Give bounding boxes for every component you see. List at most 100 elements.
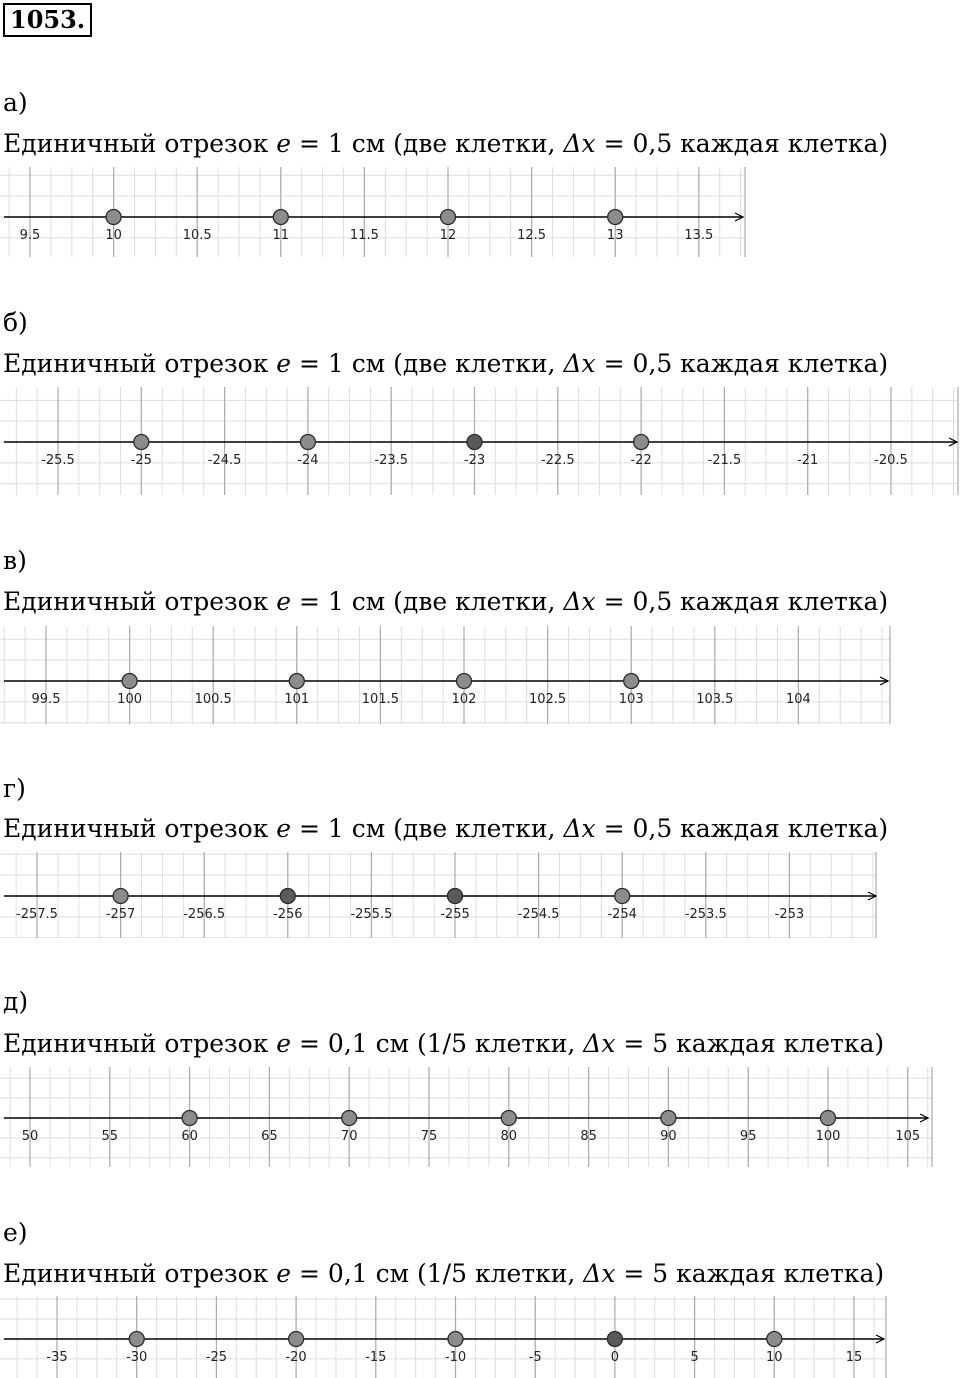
tick-label: 101 — [284, 692, 309, 707]
tick-label: -255 — [440, 907, 470, 922]
delta-x-symbol: Δx — [563, 349, 596, 378]
axis-arrow — [948, 437, 959, 447]
unit-symbol: e — [276, 129, 292, 158]
unit-segment-description: Единичный отрезок e = 1 см (две клетки, … — [3, 813, 888, 845]
tick-label: -25.5 — [41, 453, 75, 468]
tick-label: 12.5 — [517, 228, 546, 243]
tick-label: -256.5 — [183, 907, 225, 922]
tick-label: -23 — [464, 453, 485, 468]
unit-value: = 1 см (две клетки, — [299, 129, 556, 158]
part-label: а) — [3, 88, 28, 117]
marked-point — [439, 208, 457, 226]
marked-point — [287, 1330, 305, 1348]
tick-label: -254.5 — [518, 907, 560, 922]
unit-label: Единичный отрезок — [3, 814, 269, 843]
unit-segment-description: Единичный отрезок e = 1 см (две клетки, … — [3, 348, 888, 380]
part-label: б) — [3, 308, 28, 337]
grid — [0, 852, 877, 938]
axis-arrow — [734, 212, 745, 222]
tick-label: -253.5 — [685, 907, 727, 922]
tick-label: 10 — [766, 1350, 783, 1365]
delta-x-value: = 0,5 каждая клетка) — [603, 587, 889, 616]
part-label: д) — [3, 987, 29, 1016]
delta-x-value: = 5 каждая клетка) — [623, 1259, 885, 1288]
grid — [0, 1296, 887, 1378]
tick-label: -22.5 — [541, 453, 575, 468]
tick-label: -30 — [126, 1350, 147, 1365]
axis-arrow — [875, 1334, 886, 1344]
tick-label: 9.5 — [20, 228, 41, 243]
delta-x-value: = 0,5 каждая клетка) — [603, 349, 889, 378]
tick-label: 12 — [440, 228, 457, 243]
unit-value: = 1 см (две клетки, — [299, 349, 556, 378]
marked-point — [105, 208, 122, 226]
tick-label: -5 — [529, 1350, 542, 1365]
unit-segment-description: Единичный отрезок e = 0,1 см (1/5 клетки… — [3, 1028, 884, 1060]
tick-label: 10.5 — [183, 228, 212, 243]
grid — [0, 1067, 933, 1167]
tick-label: 55 — [102, 1129, 119, 1144]
unit-value: = 0,1 см (1/5 клетки, — [299, 1029, 576, 1058]
tick-label: -35 — [46, 1350, 67, 1365]
grid — [0, 387, 959, 495]
tick-label: 80 — [501, 1129, 518, 1144]
marked-point — [181, 1109, 198, 1127]
tick-label: 105 — [895, 1129, 920, 1144]
tick-label: -22 — [630, 453, 651, 468]
tick-label: 13 — [607, 228, 624, 243]
unit-label: Единичный отрезок — [3, 1259, 269, 1288]
number-line: 9.5 10 10.5 11 11.5 12 12.5 13 13.5 — [0, 167, 746, 257]
tick-label: 85 — [580, 1129, 597, 1144]
tick-label: -15 — [365, 1350, 386, 1365]
tick-label: 65 — [261, 1129, 278, 1144]
delta-x-value: = 0,5 каждая клетка) — [603, 129, 889, 158]
delta-x-value: = 5 каждая клетка) — [623, 1029, 885, 1058]
unit-label: Единичный отрезок — [3, 349, 269, 378]
unit-label: Единичный отрезок — [3, 1029, 269, 1058]
tick-label: 101.5 — [362, 692, 399, 707]
marked-point — [133, 433, 150, 451]
marked-point — [819, 1109, 837, 1127]
tick-label: 11.5 — [350, 228, 379, 243]
axis-arrow — [879, 676, 890, 686]
unit-segment-description: Единичный отрезок e = 1 см (две клетки, … — [3, 128, 888, 160]
delta-x-symbol: Δx — [583, 1029, 616, 1058]
marked-point — [128, 1330, 145, 1348]
part-label: е) — [3, 1218, 28, 1247]
delta-x-symbol: Δx — [563, 129, 596, 158]
tick-label: -24.5 — [208, 453, 242, 468]
marked-point — [614, 887, 631, 905]
tick-label: -257.5 — [16, 907, 58, 922]
unit-symbol: e — [276, 349, 292, 378]
marked-point — [455, 672, 473, 690]
number-line: 99.5 100 100.5 101 101.5 102 102.5 103 103.5 104 — [0, 626, 891, 724]
part-label: г) — [3, 774, 26, 803]
marked-point — [279, 887, 296, 905]
tick-label: -24 — [297, 453, 318, 468]
marked-point — [623, 672, 640, 690]
marked-point — [606, 1330, 624, 1348]
tick-label: -253 — [775, 907, 805, 922]
tick-label: 75 — [421, 1129, 438, 1144]
unit-symbol: e — [276, 1259, 292, 1288]
tick-label: -257 — [106, 907, 136, 922]
tick-label: -10 — [445, 1350, 466, 1365]
delta-x-symbol: Δx — [563, 587, 596, 616]
tick-label: -20 — [285, 1350, 306, 1365]
delta-x-symbol: Δx — [563, 814, 596, 843]
tick-label: 102 — [452, 692, 477, 707]
tick-label: 99.5 — [32, 692, 61, 707]
marked-point — [500, 1109, 517, 1127]
tick-label: 10 — [105, 228, 122, 243]
tick-label: -256 — [273, 907, 303, 922]
tick-label: 100.5 — [195, 692, 232, 707]
tick-label: -23.5 — [374, 453, 408, 468]
delta-x-value: = 0,5 каждая клетка) — [603, 814, 889, 843]
tick-label: 0 — [611, 1350, 619, 1365]
unit-label: Единичный отрезок — [3, 587, 269, 616]
tick-label: 103.5 — [696, 692, 733, 707]
number-line: 50 55 60 65 70 75 80 85 90 95 100 105 — [0, 1067, 933, 1167]
marked-point — [112, 887, 129, 905]
tick-label: 70 — [341, 1129, 358, 1144]
delta-x-symbol: Δx — [583, 1259, 616, 1288]
